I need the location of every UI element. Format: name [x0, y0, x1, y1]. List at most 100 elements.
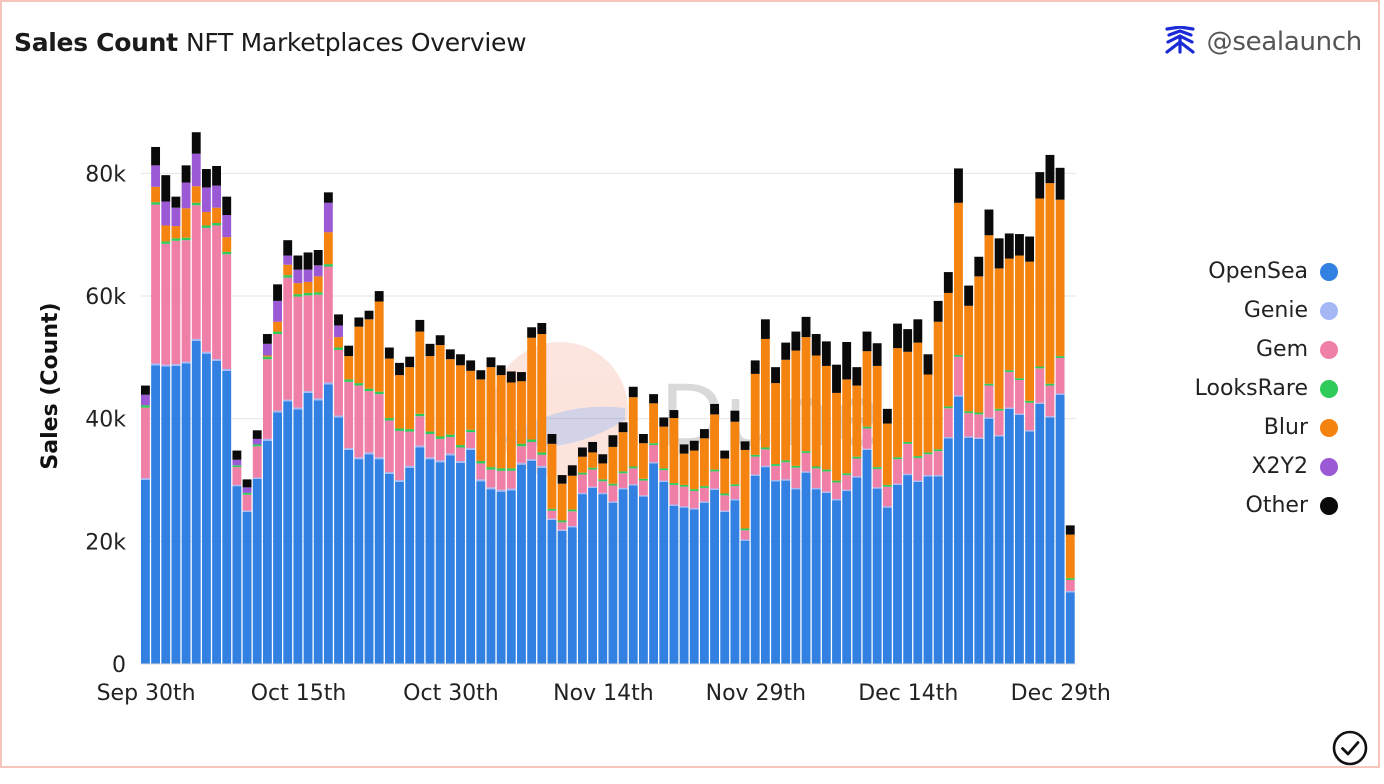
- bar-segment-gem: [598, 481, 608, 493]
- bar-segment-looksrare: [628, 466, 638, 469]
- bar-segment-opensea: [760, 467, 770, 664]
- bar-segment-opensea: [669, 505, 679, 664]
- brand[interactable]: @sealaunch: [1165, 25, 1362, 58]
- bar-segment-opensea: [313, 400, 323, 664]
- bar-segment-opensea: [893, 484, 902, 664]
- legend-label: Other: [1245, 493, 1308, 518]
- bar-segment-gem: [781, 462, 791, 480]
- bar-segment-other: [710, 403, 719, 415]
- bar-segment-blur: [974, 276, 984, 413]
- bar-segment-looksrare: [323, 264, 333, 267]
- bar-segment-genie: [750, 474, 760, 476]
- bar-segment-blur: [872, 365, 882, 468]
- legend-item-blur[interactable]: Blur: [1150, 408, 1338, 447]
- bar-segment-gem: [760, 449, 770, 466]
- bar-segment-gem: [689, 491, 699, 509]
- bar-segment-opensea: [750, 475, 760, 664]
- legend-item-looksrare[interactable]: LooksRare: [1150, 369, 1338, 408]
- bar-segment-other: [405, 356, 415, 368]
- bar-segment-gem: [425, 434, 435, 458]
- bar-segment-genie: [608, 501, 618, 503]
- bar-segment-other: [506, 371, 516, 383]
- bar-segment-blur: [964, 305, 974, 412]
- bar-segment-other: [283, 240, 293, 256]
- y-tick-label: 20k: [85, 530, 126, 555]
- bar-segment-looksrare: [273, 331, 282, 335]
- bar-segment-genie: [598, 492, 608, 495]
- bar-segment-gem: [578, 474, 587, 493]
- legend-item-x2y2[interactable]: X2Y2: [1150, 447, 1338, 486]
- bar-segment-looksrare: [832, 480, 841, 483]
- bar-segment-opensea: [872, 488, 882, 664]
- bar-segment-genie: [710, 488, 719, 490]
- bar-segment-other: [262, 334, 272, 344]
- bar-segment-blur: [933, 321, 943, 450]
- bar-segment-blur: [821, 365, 831, 470]
- bar-segment-genie: [781, 479, 791, 481]
- bar-segment-gem: [893, 459, 902, 484]
- bar-segment-opensea: [720, 511, 730, 664]
- bar-segment-other: [679, 444, 689, 454]
- bar-segment-genie: [740, 539, 750, 541]
- bar-segment-looksrare: [578, 472, 587, 475]
- bar-segment-genie: [913, 480, 923, 482]
- bar-segment-genie: [811, 487, 821, 490]
- bar-segment-other: [1065, 525, 1075, 535]
- bar-segment-gem: [334, 349, 343, 416]
- bar-segment-genie: [344, 448, 354, 450]
- bar-segment-opensea: [811, 489, 821, 664]
- bar-segment-genie: [578, 492, 587, 495]
- bar-segment-looksrare: [1015, 378, 1024, 381]
- bar-segment-looksrare: [710, 469, 719, 472]
- bar-segment-blur: [801, 337, 811, 452]
- bar-segment-looksrare: [171, 238, 181, 241]
- bar-segment-opensea: [832, 500, 841, 664]
- legend-item-genie[interactable]: Genie: [1150, 291, 1338, 330]
- bar-segment-opensea: [588, 487, 598, 664]
- bar-segment-gem: [852, 458, 862, 477]
- bar-segment-opensea: [405, 467, 415, 664]
- bar-segment-looksrare: [964, 411, 974, 414]
- bar-segment-opensea: [395, 481, 404, 664]
- bar-segment-blur: [445, 359, 455, 435]
- bar-segment-looksrare: [537, 452, 547, 455]
- bar-segment-blur: [760, 338, 770, 448]
- bar-segment-gem: [679, 486, 689, 507]
- x-tick-label: Nov 29th: [706, 681, 807, 706]
- bar-segment-genie: [903, 473, 913, 476]
- check-circle-icon[interactable]: [1332, 730, 1368, 770]
- bar-segment-other: [374, 291, 384, 302]
- legend-swatch: [1320, 418, 1338, 437]
- bar-segment-gem: [913, 457, 923, 481]
- y-tick-label: 0: [112, 653, 126, 678]
- bar-segment-genie: [476, 479, 486, 482]
- bar-segment-blur: [496, 375, 506, 469]
- bar-segment-looksrare: [1065, 578, 1075, 580]
- bar-segment-genie: [964, 436, 974, 438]
- bar-segment-other: [273, 284, 282, 301]
- bar-segment-gem: [801, 453, 811, 472]
- bar-segment-opensea: [466, 449, 476, 664]
- bar-segment-other: [293, 255, 303, 270]
- bar-segment-genie: [222, 368, 232, 371]
- bar-segment-other: [659, 417, 669, 427]
- bar-segment-other: [872, 343, 882, 366]
- bar-segment-genie: [1035, 402, 1045, 404]
- bar-segment-opensea: [262, 440, 272, 664]
- legend-item-gem[interactable]: Gem: [1150, 330, 1338, 369]
- bar-segment-gem: [496, 470, 506, 490]
- bar-segment-blur: [323, 232, 333, 265]
- bar-segment-looksrare: [1004, 370, 1014, 373]
- legend-item-opensea[interactable]: OpenSea: [1150, 252, 1338, 291]
- bar-segment-gem: [1055, 357, 1065, 394]
- bar-segment-blur: [456, 365, 465, 446]
- legend-item-other[interactable]: Other: [1150, 486, 1338, 525]
- x-tick-label: Sep 30th: [97, 681, 196, 706]
- bar-segment-blur: [517, 381, 526, 444]
- bar-segment-looksrare: [862, 426, 872, 429]
- bar-segment-blur: [679, 453, 689, 485]
- bar-segment-other: [882, 408, 892, 424]
- bar-segment-genie: [445, 453, 455, 456]
- bar-segment-genie: [1045, 416, 1055, 418]
